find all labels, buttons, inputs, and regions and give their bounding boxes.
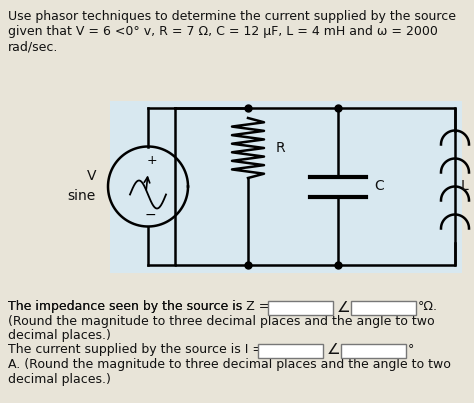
Text: sine: sine — [68, 189, 96, 204]
Text: decimal places.): decimal places.) — [8, 373, 111, 386]
Text: (Round the magnitude to three decimal places and the angle to two: (Round the magnitude to three decimal pl… — [8, 315, 435, 328]
Bar — [268, 301, 333, 315]
Text: R: R — [276, 141, 286, 155]
Text: ∠: ∠ — [337, 299, 351, 314]
Text: L: L — [461, 179, 469, 193]
Text: given that V = 6 <0° v, R = 7 Ω, C = 12 μF, L = 4 mH and ω = 2000: given that V = 6 <0° v, R = 7 Ω, C = 12 … — [8, 25, 438, 38]
Text: V: V — [86, 170, 96, 183]
Text: °Ω.: °Ω. — [418, 301, 438, 314]
Text: rad/sec.: rad/sec. — [8, 40, 58, 53]
Text: decimal places.): decimal places.) — [8, 329, 111, 342]
Text: °: ° — [408, 343, 414, 357]
Text: Use phasor techniques to determine the current supplied by the source: Use phasor techniques to determine the c… — [8, 10, 456, 23]
Text: ∠: ∠ — [327, 343, 341, 357]
Text: The impedance seen by the source is Z =: The impedance seen by the source is Z = — [8, 300, 273, 313]
Text: −: − — [144, 208, 156, 222]
Text: The impedance seen by the source is: The impedance seen by the source is — [8, 300, 246, 313]
Bar — [351, 301, 416, 315]
FancyBboxPatch shape — [110, 101, 462, 273]
Bar — [258, 344, 323, 358]
Text: The current supplied by the source is I =: The current supplied by the source is I … — [8, 343, 267, 356]
Text: A. (Round the magnitude to three decimal places and the angle to two: A. (Round the magnitude to three decimal… — [8, 358, 451, 371]
Text: +: + — [146, 154, 157, 167]
Text: C: C — [374, 179, 384, 193]
Bar — [341, 344, 406, 358]
